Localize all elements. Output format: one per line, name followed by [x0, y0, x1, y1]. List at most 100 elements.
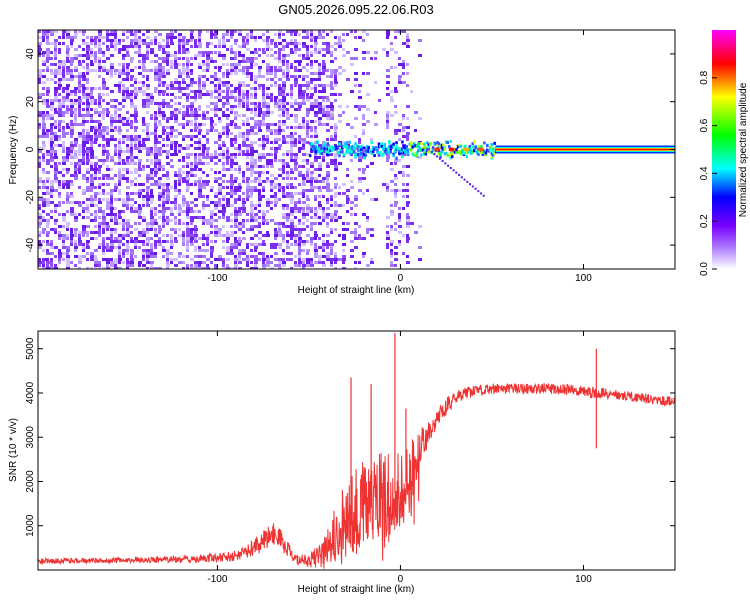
spectrogram-cell	[202, 183, 206, 186]
spectrogram-cell	[370, 57, 373, 60]
spectrogram-cell	[242, 171, 245, 174]
spectrogram-cell	[174, 30, 177, 33]
spectrogram-cell	[46, 201, 50, 204]
spectrogram-cell	[98, 168, 101, 171]
spectrogram-cell	[198, 180, 201, 183]
spectrogram-cell	[122, 93, 125, 96]
spectrogram-signal-cell	[361, 152, 365, 156]
spectrogram-cell	[46, 39, 49, 42]
spectrogram-cell	[178, 81, 181, 84]
spectrogram-cell	[122, 168, 126, 171]
snr-xtick-label: -100	[207, 574, 227, 585]
spectrogram-cell	[394, 105, 397, 108]
spectrogram-signal-cell	[414, 152, 417, 156]
spectrogram-cell	[74, 174, 78, 177]
spectrogram-cell	[262, 33, 265, 36]
spectrogram-cell	[346, 222, 350, 225]
spectrogram-cell	[234, 111, 238, 114]
spectrogram-cell	[202, 204, 206, 207]
spectrogram-cell	[118, 69, 122, 72]
spectrogram-cell	[166, 186, 169, 189]
spectrogram-cell	[290, 252, 293, 255]
spectrogram-cell	[50, 123, 54, 126]
spectrogram-cell	[226, 81, 230, 84]
spectrogram-cell	[258, 153, 262, 156]
spectrogram-cell	[306, 48, 309, 51]
spectrogram-cell	[326, 51, 330, 54]
spectrogram-cell	[62, 63, 66, 66]
spectrogram-cell	[246, 138, 249, 141]
spectrogram-cell	[194, 93, 197, 96]
spectrogram-cell	[402, 60, 405, 63]
spectrogram-cell	[150, 255, 154, 258]
spectrogram-cell	[414, 111, 418, 114]
spectrogram-cell	[122, 249, 126, 252]
spectrogram-cell	[338, 114, 342, 117]
spectrogram-cell	[162, 81, 166, 84]
spectrogram-cell	[110, 54, 114, 57]
spectrogram-signal-cell	[354, 142, 357, 146]
spectrogram-signal-cell	[468, 144, 472, 148]
spectrogram-cell	[222, 210, 226, 213]
spectrogram-cell	[126, 246, 130, 249]
spectrogram-cell	[386, 114, 389, 117]
spectrogram-cell	[182, 267, 185, 269]
spectrogram-cell	[186, 156, 190, 159]
spectrogram-cell	[250, 60, 254, 63]
spectrogram-cell	[150, 177, 154, 180]
spectrogram-cell	[202, 243, 205, 246]
spectrogram-cell	[386, 183, 389, 186]
spectrogram-cell	[90, 135, 93, 138]
spectrogram-cell	[158, 198, 161, 201]
spectrogram-cell	[82, 87, 86, 90]
spectrogram-cell	[286, 171, 289, 174]
spectrogram-cell	[86, 108, 89, 111]
spectrogram-cell	[390, 249, 393, 252]
spectrogram-cell	[106, 72, 109, 75]
spectrogram-cell	[66, 99, 70, 102]
spectrogram-cell	[246, 198, 249, 201]
spectrogram-cell	[70, 102, 74, 105]
spectrogram-cell	[158, 180, 161, 183]
spectrogram-cell	[382, 183, 386, 186]
spectrogram-cell	[346, 198, 350, 201]
spectrogram-cell	[142, 240, 145, 243]
spectrogram-cell	[78, 81, 81, 84]
spectrogram-cell	[254, 225, 258, 228]
spectrogram-cell	[194, 39, 197, 42]
spectrogram-cell	[262, 135, 265, 138]
spectrogram-cell	[302, 120, 305, 123]
spectrogram-cell	[146, 231, 149, 234]
spectrogram-cell	[334, 126, 338, 129]
spectrogram-cell	[402, 189, 406, 192]
spectrogram-cell	[86, 132, 90, 135]
spectrogram-cell	[218, 108, 222, 111]
spectrogram-cell	[226, 249, 230, 252]
spectrogram-cell	[170, 33, 174, 36]
spectrogram-cell	[278, 222, 282, 225]
spectrogram-cell	[58, 78, 62, 81]
spectrogram-cell	[62, 105, 65, 108]
spectrogram-cell	[210, 60, 214, 63]
spectrogram-cell	[90, 219, 94, 222]
spectrogram-cell	[254, 258, 258, 261]
spectrogram-cell	[110, 192, 113, 195]
spectrogram-cell	[174, 141, 178, 144]
spectrogram-cell	[58, 201, 61, 204]
spectrogram-cell	[286, 243, 289, 246]
spectrogram-cell	[238, 87, 241, 90]
spectrogram-cell	[302, 75, 306, 78]
spectrogram-cell	[182, 234, 185, 237]
spectrogram-cell	[158, 150, 161, 153]
spectrogram-cell	[66, 96, 69, 99]
spectrogram-cell	[298, 246, 301, 249]
spectrogram-signal-cell	[474, 145, 477, 149]
spectrogram-cell	[162, 129, 166, 132]
spectrogram-cell	[206, 243, 209, 246]
spectrogram-cell	[82, 60, 85, 63]
spectrogram-cell	[286, 42, 290, 45]
spectrogram-cell	[354, 228, 357, 231]
spectrogram-cell	[66, 252, 69, 255]
spectrogram-cell	[310, 180, 313, 183]
spectrogram-cell	[226, 108, 229, 111]
